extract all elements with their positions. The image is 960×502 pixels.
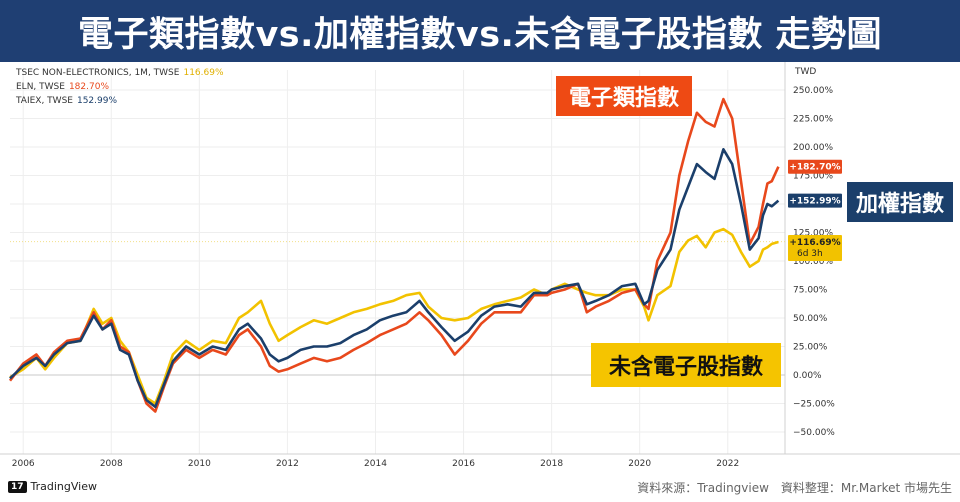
price-tag-value: +152.99% — [789, 197, 840, 207]
price-tag-bg — [788, 193, 842, 208]
legend-value: 152.99% — [76, 96, 118, 106]
legend-item-non-electronics: TSEC NON-ELECTRONICS, 1M, TWSE 116.69% — [16, 68, 224, 78]
tradingview-logo: 17 TradingView — [8, 480, 97, 493]
price-tags: +182.70% +152.99% +116.69%6d 3h — [788, 159, 842, 261]
legend-item-eln: ELN, TWSE 182.70% — [16, 82, 109, 92]
line-chart: 250.00%225.00%200.00%175.00%150.00%125.0… — [0, 62, 960, 469]
page-title: 電子類指數vs.加權指數vs.未含電子股指數 走勢圖 — [0, 0, 960, 62]
y-tick-label: 0.00% — [793, 371, 822, 381]
x-axis: 2006 2008 2010 2012 2014 2016 2018 2020 2022 — [12, 459, 739, 469]
x-tick-label: 2012 — [276, 459, 299, 469]
x-tick-label: 2020 — [628, 459, 651, 469]
y-tick-label: 100.00% — [793, 257, 833, 267]
series-lines — [8, 97, 780, 413]
y-tick-label: −50.00% — [793, 428, 835, 438]
price-tag-value: +116.69% — [789, 238, 840, 248]
y-tick-label: 25.00% — [793, 343, 828, 353]
legend-value: 116.69% — [183, 68, 224, 78]
price-tag-value: +182.70% — [789, 163, 840, 173]
series-line-taiex — [9, 148, 780, 409]
x-tick-label: 2018 — [540, 459, 563, 469]
x-tick-label: 2016 — [452, 459, 475, 469]
y-tick-label: 200.00% — [793, 143, 833, 153]
x-tick-label: 2010 — [188, 459, 211, 469]
callout-non-electronics: 未含電子股指數 — [591, 343, 781, 387]
tradingview-logo-icon: 17 — [8, 480, 27, 493]
x-tick-label: 2006 — [12, 459, 35, 469]
y-tick-label: 75.00% — [793, 286, 828, 296]
legend-name: TAIEX, TWSE — [16, 96, 73, 106]
series-line-tsec-non-electronics — [9, 227, 779, 405]
price-tag-bg — [788, 159, 842, 174]
y-tick-label: 125.00% — [793, 229, 833, 239]
y-tick-label: 175.00% — [793, 172, 833, 182]
currency-label: TWD — [794, 67, 816, 77]
price-tag-countdown: 6d 3h — [797, 249, 823, 259]
x-tick-label: 2014 — [364, 459, 387, 469]
data-source: 資料來源：Tradingview 資料整理：Mr.Market 市場先生 — [637, 481, 952, 495]
y-tick-label: 50.00% — [793, 314, 828, 324]
y-tick-label: 225.00% — [793, 115, 833, 125]
callout-taiex: 加權指數 — [847, 182, 953, 222]
x-tick-label: 2008 — [100, 459, 123, 469]
y-tick-label: 250.00% — [793, 86, 833, 96]
legend-item-taiex: TAIEX, TWSE 152.99% — [16, 96, 117, 106]
price-tag-bg — [788, 234, 842, 261]
y-tick-label: −25.00% — [793, 400, 835, 410]
callout-electronics: 電子類指數 — [556, 76, 692, 116]
y-axis: 250.00%225.00%200.00%175.00%150.00%125.0… — [793, 86, 835, 438]
legend-name: ELN, TWSE — [16, 82, 65, 92]
legend-name: TSEC NON-ELECTRONICS, 1M, TWSE — [16, 68, 180, 78]
x-tick-label: 2022 — [716, 459, 739, 469]
tradingview-logo-text: TradingView — [30, 480, 97, 493]
legend-value: 182.70% — [68, 82, 109, 92]
